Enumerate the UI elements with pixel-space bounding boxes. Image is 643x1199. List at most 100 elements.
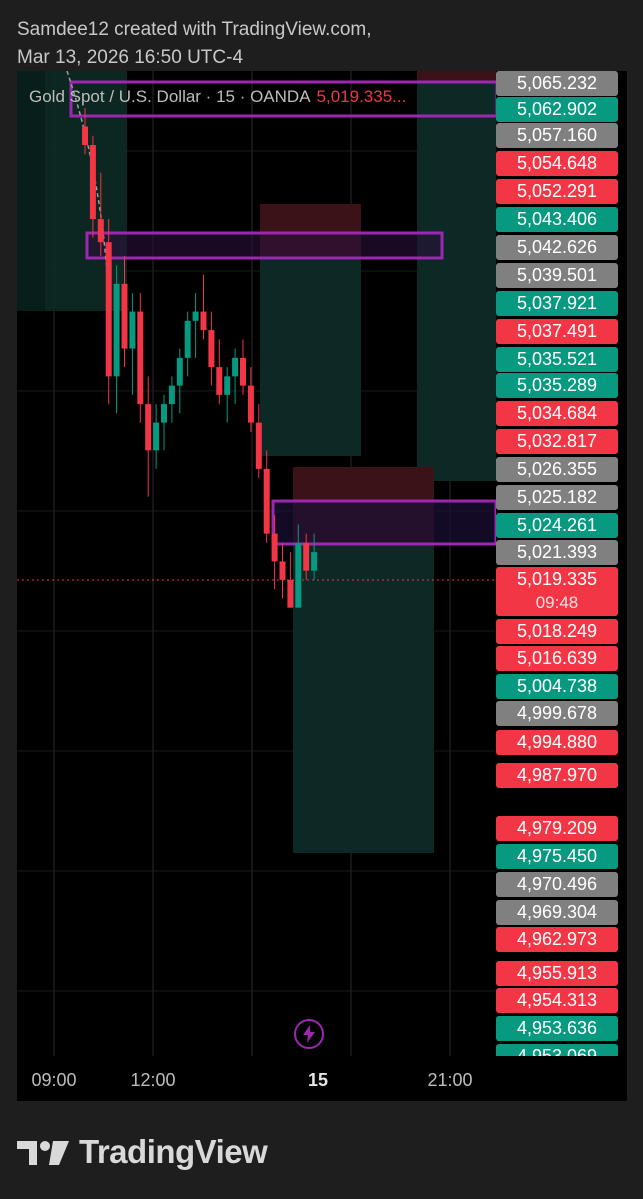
price-label-text: 5,042.626 bbox=[516, 237, 598, 257]
price-label-text: 4,953.636 bbox=[516, 1018, 598, 1038]
price-label: 5,035.289 bbox=[496, 373, 618, 398]
time-axis[interactable]: 09:00 12:00 15 21:00 bbox=[17, 1056, 627, 1101]
price-label-text: 5,018.249 bbox=[516, 621, 598, 641]
candle-body bbox=[82, 126, 88, 146]
time-label: 09:00 bbox=[31, 1070, 77, 1090]
candle-body bbox=[113, 283, 120, 377]
candle-body bbox=[200, 311, 207, 331]
price-label-text: 5,032.817 bbox=[516, 431, 598, 451]
position-zone-bottom-profit bbox=[293, 546, 434, 853]
price-label-text: 5,065.232 bbox=[516, 73, 598, 93]
candle-body bbox=[184, 320, 191, 358]
supply-zone-middle bbox=[85, 231, 444, 260]
price-axis[interactable]: 5,065.232 5,062.902 5,057.160 5,054.648 5,05… bbox=[496, 71, 627, 1056]
legend-price: 5,019.335... bbox=[316, 87, 407, 106]
position-zone-mid-profit bbox=[260, 256, 361, 456]
candle-body bbox=[224, 376, 231, 395]
candle-body bbox=[105, 242, 112, 377]
price-label-text: 5,004.738 bbox=[516, 676, 598, 696]
time-label: 12:00 bbox=[130, 1070, 176, 1090]
price-label-text: 5,019.335 bbox=[516, 569, 598, 589]
price-label: 5,024.261 bbox=[496, 513, 618, 538]
candle-body bbox=[216, 367, 223, 395]
candle-body bbox=[255, 422, 262, 469]
price-label: 5,025.182 bbox=[496, 485, 618, 510]
price-label: 5,019.335 09:48 bbox=[496, 567, 618, 616]
position-zone-left bbox=[45, 71, 127, 311]
time-label: 21:00 bbox=[427, 1070, 473, 1090]
bar-countdown: 09:48 bbox=[535, 593, 579, 612]
price-label-text: 5,035.289 bbox=[516, 375, 598, 395]
supply-zone-top bbox=[69, 80, 496, 118]
candle-body bbox=[208, 330, 215, 368]
price-label-text: 5,026.355 bbox=[516, 459, 598, 479]
price-label-text: 5,034.684 bbox=[516, 403, 598, 423]
price-label-text: 5,054.648 bbox=[516, 153, 598, 173]
candle-body bbox=[240, 357, 246, 386]
position-zone-right-loss bbox=[417, 71, 496, 83]
price-label: 5,043.406 bbox=[496, 207, 618, 232]
candle-body bbox=[153, 422, 160, 451]
price-label-text: 4,954.313 bbox=[516, 990, 598, 1010]
price-label: 5,021.393 bbox=[496, 540, 618, 565]
price-label-text: 5,039.501 bbox=[516, 265, 598, 285]
price-label-text: 5,035.521 bbox=[516, 349, 598, 369]
symbol-legend[interactable]: Gold Spot / U.S. Dollar · 15 · OANDA 5,01… bbox=[29, 87, 406, 107]
price-label: 4,987.970 bbox=[496, 763, 618, 788]
price-label: 4,979.209 bbox=[496, 816, 618, 841]
time-label: 15 bbox=[307, 1070, 329, 1090]
candle-body bbox=[295, 542, 302, 608]
tradingview-logo-icon bbox=[17, 1141, 69, 1165]
candle-body bbox=[311, 552, 318, 571]
price-label: 5,026.355 bbox=[496, 457, 618, 482]
price-label: 5,035.521 bbox=[496, 347, 618, 372]
candle-body bbox=[89, 145, 96, 220]
candle-body bbox=[303, 542, 310, 571]
price-label: 4,955.913 bbox=[496, 961, 618, 986]
chart-pane[interactable]: Gold Spot / U.S. Dollar · 15 · OANDA 5,01… bbox=[17, 71, 496, 1056]
candle-body bbox=[287, 579, 294, 608]
candle-body bbox=[129, 311, 136, 349]
candle-body bbox=[176, 357, 183, 386]
price-label: 5,062.902 bbox=[496, 97, 618, 122]
symbol-name: Gold Spot / U.S. Dollar · 15 · OANDA bbox=[29, 87, 311, 106]
candle-body bbox=[137, 311, 144, 405]
price-label: 4,953.636 bbox=[496, 1016, 618, 1041]
price-label-text: 5,024.261 bbox=[516, 515, 598, 535]
footer-branding: TradingView bbox=[17, 1133, 268, 1171]
price-label-text: 4,975.450 bbox=[516, 846, 598, 866]
chart-attribution: Samdee12 created with TradingView.com, M… bbox=[17, 16, 372, 72]
price-chart[interactable] bbox=[17, 71, 496, 1056]
price-label: 5,004.738 bbox=[496, 674, 618, 699]
price-label: 5,052.291 bbox=[496, 179, 618, 204]
price-label-text: 4,955.913 bbox=[516, 963, 598, 983]
price-label: 4,970.496 bbox=[496, 872, 618, 897]
candle-body bbox=[263, 468, 270, 534]
price-label: 4,999.678 bbox=[496, 701, 618, 726]
price-label: 4,962.973 bbox=[496, 927, 618, 952]
lightning-bolt-icon[interactable] bbox=[294, 1019, 324, 1049]
price-label: 4,994.880 bbox=[496, 730, 618, 755]
price-label: 5,039.501 bbox=[496, 263, 618, 288]
candle-body bbox=[247, 385, 254, 423]
price-label-text: 4,979.209 bbox=[516, 818, 598, 838]
price-label: 5,016.639 bbox=[496, 646, 618, 671]
candle-body bbox=[232, 357, 239, 377]
price-label-text: 4,962.973 bbox=[516, 929, 598, 949]
price-label-text: 4,987.970 bbox=[516, 765, 598, 785]
price-label-text: 5,025.182 bbox=[516, 487, 598, 507]
candle-body bbox=[121, 283, 128, 349]
brand-name: TradingView bbox=[79, 1133, 268, 1170]
price-label-text: 5,021.393 bbox=[516, 542, 598, 562]
candle-body bbox=[145, 404, 152, 451]
price-label-text: 5,037.491 bbox=[516, 321, 598, 341]
price-label: 5,034.684 bbox=[496, 401, 618, 426]
attribution-date: Mar 13, 2026 16:50 UTC-4 bbox=[17, 47, 244, 68]
price-label: 5,042.626 bbox=[496, 235, 618, 260]
candle-body bbox=[271, 533, 278, 562]
price-label: 4,969.304 bbox=[496, 900, 618, 925]
price-label: 5,054.648 bbox=[496, 151, 618, 176]
price-label: 4,975.450 bbox=[496, 844, 618, 869]
price-label-text: 5,062.902 bbox=[516, 99, 598, 119]
price-label-text: 4,969.304 bbox=[516, 902, 598, 922]
